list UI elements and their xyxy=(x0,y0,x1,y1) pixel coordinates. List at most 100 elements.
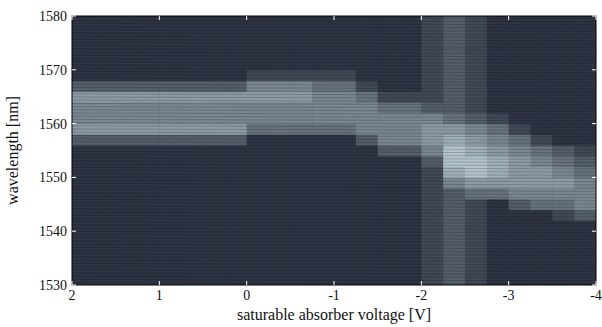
cell xyxy=(116,167,138,178)
x-tick-label: 2 xyxy=(69,288,76,303)
fringe xyxy=(72,241,596,243)
cell xyxy=(138,81,160,92)
x-tick xyxy=(508,281,509,285)
cell xyxy=(138,48,160,59)
fringe xyxy=(72,151,596,153)
fringe xyxy=(72,177,596,179)
fringe xyxy=(72,263,596,265)
cell xyxy=(378,113,400,124)
cell xyxy=(116,16,138,27)
y-tick xyxy=(592,16,596,17)
cell xyxy=(465,177,487,188)
x-tick xyxy=(159,16,160,20)
cell xyxy=(509,59,531,70)
cell xyxy=(181,113,203,124)
cell xyxy=(400,145,422,156)
cell xyxy=(487,210,509,221)
fringe xyxy=(72,238,596,240)
plot-background xyxy=(72,16,596,285)
cell xyxy=(269,263,291,274)
x-tick xyxy=(596,16,597,20)
y-tick xyxy=(592,69,596,70)
fringe xyxy=(72,183,596,185)
y-tick xyxy=(592,231,596,232)
fringe xyxy=(72,273,596,275)
fringe xyxy=(72,219,596,221)
fringe xyxy=(72,257,596,259)
fringe xyxy=(72,225,596,227)
y-tick-label: 1530 xyxy=(39,278,67,293)
cell xyxy=(574,177,596,188)
fringe xyxy=(72,33,596,35)
fringe xyxy=(72,30,596,32)
cell xyxy=(247,231,269,242)
cell xyxy=(203,81,225,92)
y-tick xyxy=(72,69,76,70)
cell xyxy=(509,27,531,38)
fringes xyxy=(72,17,596,284)
cell xyxy=(443,59,465,70)
cell xyxy=(531,59,553,70)
cell xyxy=(378,145,400,156)
x-tick-label: -1 xyxy=(328,288,340,303)
cell xyxy=(312,145,334,156)
cell xyxy=(334,263,356,274)
fringe xyxy=(72,247,596,249)
fringe xyxy=(72,244,596,246)
fringe xyxy=(72,100,596,102)
x-tick-label: -2 xyxy=(415,288,427,303)
fringe xyxy=(72,171,596,173)
cell xyxy=(94,16,116,27)
y-tick-label: 1580 xyxy=(39,9,67,24)
cell xyxy=(72,48,94,59)
x-tick xyxy=(334,16,335,20)
fringe xyxy=(72,196,596,198)
x-tick xyxy=(421,281,422,285)
y-axis-title: wavelength [nm] xyxy=(4,96,22,205)
fringe xyxy=(72,270,596,272)
fringe xyxy=(72,267,596,269)
fringe xyxy=(72,145,596,147)
fringe xyxy=(72,123,596,125)
cell xyxy=(421,145,443,156)
cell xyxy=(203,231,225,242)
cell xyxy=(312,231,334,242)
fringe xyxy=(72,81,596,83)
cell xyxy=(290,199,312,210)
cell xyxy=(552,210,574,221)
cell xyxy=(552,59,574,70)
cell xyxy=(574,91,596,102)
fringe xyxy=(72,190,596,192)
fringe xyxy=(72,23,596,25)
fringe xyxy=(72,142,596,144)
cell xyxy=(290,113,312,124)
cell xyxy=(443,145,465,156)
cell xyxy=(509,145,531,156)
cell xyxy=(421,177,443,188)
x-axis-title: saturable absorber voltage [V] xyxy=(237,306,431,324)
cell xyxy=(116,199,138,210)
fringe xyxy=(72,78,596,80)
fringe xyxy=(72,59,596,61)
fringe xyxy=(72,75,596,77)
y-tick-label: 1540 xyxy=(39,224,67,239)
cell xyxy=(509,210,531,221)
cell xyxy=(247,199,269,210)
fringe xyxy=(72,91,596,93)
cell xyxy=(269,113,291,124)
cell xyxy=(138,167,160,178)
cell xyxy=(94,81,116,92)
cell xyxy=(72,253,94,264)
x-tick-label: -4 xyxy=(590,288,602,303)
x-tick-label: 0 xyxy=(243,288,250,303)
fringe xyxy=(72,167,596,169)
x-tick xyxy=(159,281,160,285)
cell xyxy=(465,27,487,38)
y-tick xyxy=(592,123,596,124)
cell xyxy=(574,242,596,253)
fringe xyxy=(72,36,596,38)
cell xyxy=(181,81,203,92)
cell xyxy=(552,177,574,188)
cell xyxy=(225,199,247,210)
fringe xyxy=(72,113,596,115)
